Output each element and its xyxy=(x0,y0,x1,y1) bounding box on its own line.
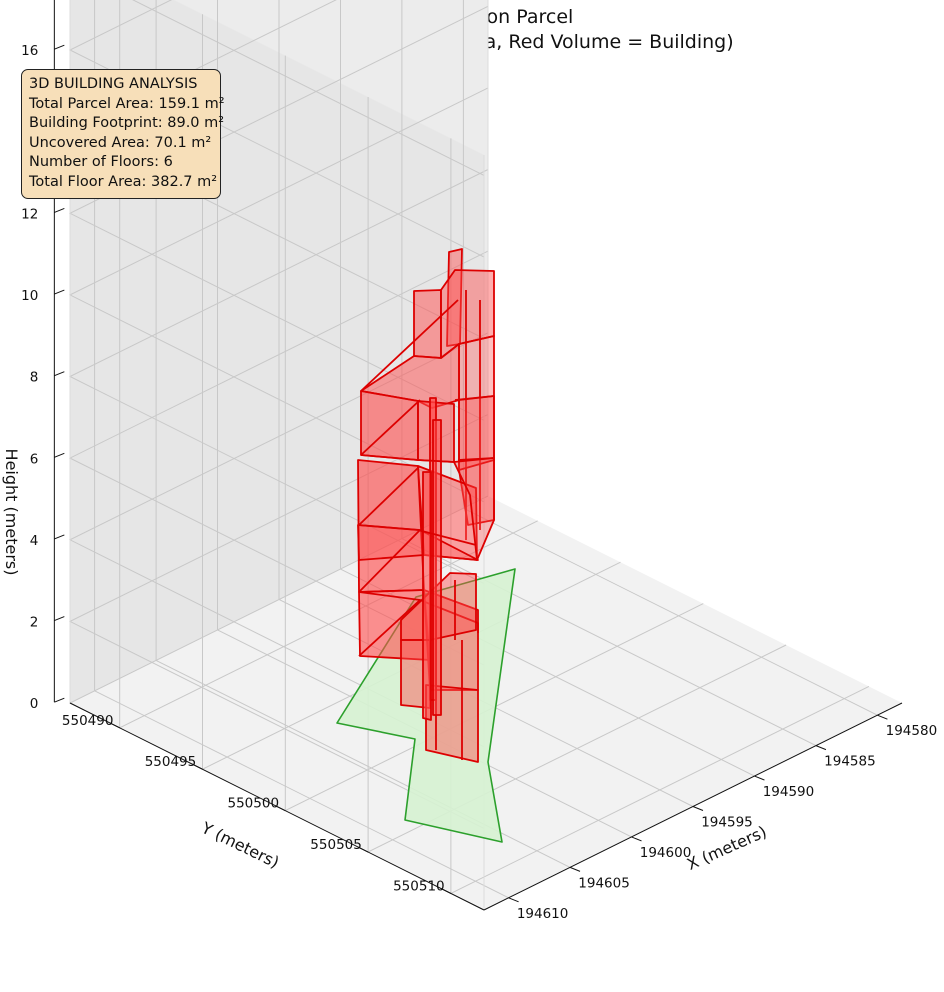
x-tick-1 xyxy=(815,745,827,751)
x-tick-3 xyxy=(692,806,704,811)
z-tick-4 xyxy=(54,371,65,377)
y-axis-label: Y (meters) xyxy=(198,818,283,872)
x-tick-label-2: 194590 xyxy=(763,784,815,800)
building-diagonal-5 xyxy=(360,299,459,392)
info-line-floors: Number of Floors: 6 xyxy=(29,154,173,170)
x-tick-label-6: 194610 xyxy=(517,906,569,922)
x-tick-label-4: 194600 xyxy=(640,845,692,861)
building-floor-line-1 xyxy=(360,454,455,463)
y-tick-1 xyxy=(192,763,203,770)
building-upper-front xyxy=(360,390,419,461)
z-axis-label: Height (meters) xyxy=(2,449,21,576)
z-tick-label-5: 10 xyxy=(21,288,38,304)
building-floor-line-4 xyxy=(454,395,495,401)
z-tick-6 xyxy=(54,207,65,213)
x-tick-label-0: 194580 xyxy=(886,723,938,739)
z-tick-2 xyxy=(54,534,65,540)
building-diagonal-4 xyxy=(358,599,421,657)
z-tick-label-4: 8 xyxy=(30,370,39,386)
y-tick-label-3: 550505 xyxy=(310,837,362,853)
x-tick-4 xyxy=(631,836,642,842)
building-central-sliver-3 xyxy=(432,419,442,716)
z-tick-5 xyxy=(54,289,65,295)
y-tick-3 xyxy=(357,846,369,853)
z-tick-label-3: 6 xyxy=(30,451,39,467)
building-diagonal-3 xyxy=(358,529,421,593)
grid-z-9 xyxy=(132,0,485,176)
z-tick-label-6: 12 xyxy=(21,206,38,222)
y-tick-label-1: 550495 xyxy=(145,754,197,770)
x-tick-5 xyxy=(569,866,581,872)
building-floor-line-3 xyxy=(457,457,495,461)
info-line-floor-area: Total Floor Area: 382.7 m² xyxy=(29,173,218,190)
tick-marks: 194580 194585 194590 194595 194600 194605 1946… xyxy=(21,43,938,922)
z-tick-label-2: 4 xyxy=(30,533,39,549)
building-diagonal-1 xyxy=(360,399,421,456)
info-line-parcel-area: Total Parcel Area: 159.1 m² xyxy=(29,95,225,112)
z-tick-1 xyxy=(54,616,65,622)
y-tick-4 xyxy=(440,887,452,894)
z-tick-3 xyxy=(54,452,65,458)
z-tick-label-1: 2 xyxy=(30,615,39,631)
info-line-uncovered: Uncovered Area: 70.1 m² xyxy=(29,134,212,151)
y-tick-2 xyxy=(275,805,286,812)
x-tick-label-1: 194585 xyxy=(824,754,876,770)
x-tick-label-5: 194605 xyxy=(578,875,630,891)
building-floor-line-2 xyxy=(357,524,477,546)
y-tick-label-0: 550490 xyxy=(62,713,114,729)
scene xyxy=(336,248,516,843)
info-line-footprint: Building Footprint: 89.0 m² xyxy=(29,115,225,131)
z-tick-8 xyxy=(54,44,65,50)
y-tick-label-4: 550510 xyxy=(393,878,445,894)
info-heading: 3D BUILDING ANALYSIS xyxy=(29,76,198,92)
x-tick-label-3: 194595 xyxy=(701,815,753,831)
building-top-block-left xyxy=(413,289,442,359)
building-central-sliver-2 xyxy=(422,471,432,721)
y-tick-label-2: 550500 xyxy=(228,796,280,812)
x-tick-2 xyxy=(754,775,765,781)
y-tick-0 xyxy=(109,722,120,729)
z-tick-label-0: 0 xyxy=(30,696,39,712)
analysis-info-box: 3D BUILDING ANALYSIS Total Parcel Area: … xyxy=(21,69,225,199)
z-tick-0 xyxy=(54,697,65,703)
x-tick-6 xyxy=(508,897,519,903)
building-lower-slab xyxy=(358,591,479,633)
z-tick-label-8: 16 xyxy=(21,43,38,59)
x-tick-0 xyxy=(877,714,888,720)
building-diagonal-2 xyxy=(358,465,421,526)
